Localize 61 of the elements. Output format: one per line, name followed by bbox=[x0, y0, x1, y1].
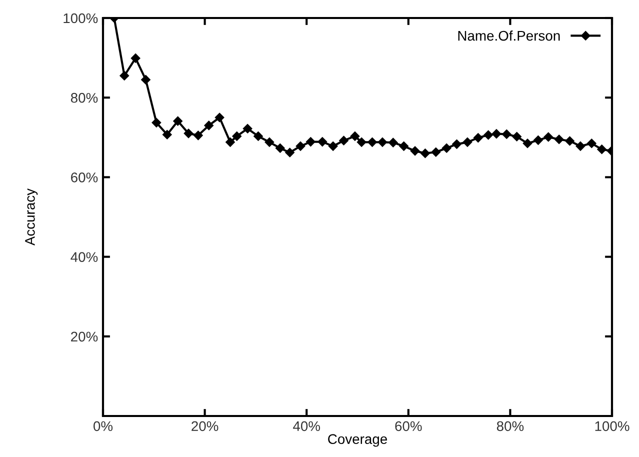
point bbox=[339, 136, 348, 146]
x-axis-title: Coverage bbox=[328, 434, 387, 447]
x-tick-label: 100% bbox=[595, 421, 630, 432]
point bbox=[410, 146, 420, 156]
point bbox=[194, 130, 203, 140]
point bbox=[204, 120, 214, 130]
point bbox=[452, 140, 462, 149]
y-tick-label: 60% bbox=[71, 172, 98, 182]
point bbox=[502, 130, 512, 139]
point bbox=[350, 132, 360, 141]
point bbox=[285, 148, 294, 158]
point bbox=[296, 142, 306, 151]
point bbox=[173, 116, 182, 126]
point bbox=[442, 144, 452, 153]
point bbox=[306, 137, 316, 146]
point bbox=[420, 148, 430, 158]
point bbox=[328, 142, 338, 151]
point bbox=[576, 142, 586, 151]
x-tick-label: 60% bbox=[395, 421, 422, 432]
point bbox=[152, 118, 162, 128]
y-tick-label: 100% bbox=[64, 13, 98, 24]
point bbox=[226, 138, 235, 147]
point bbox=[368, 138, 377, 147]
point bbox=[264, 138, 274, 147]
x-tick-label: 80% bbox=[496, 421, 524, 432]
point bbox=[462, 138, 472, 147]
point bbox=[474, 133, 483, 142]
x-tick-label: 20% bbox=[192, 421, 218, 432]
point bbox=[512, 132, 522, 142]
point bbox=[214, 112, 224, 122]
point bbox=[565, 136, 574, 146]
point bbox=[554, 134, 564, 144]
point bbox=[399, 142, 408, 151]
y-tick-label: 20% bbox=[71, 332, 98, 342]
point bbox=[587, 138, 596, 148]
point bbox=[232, 132, 242, 141]
x-tick-label: 0% bbox=[94, 421, 113, 432]
point bbox=[522, 138, 532, 148]
point bbox=[597, 144, 606, 154]
point bbox=[276, 144, 285, 153]
point bbox=[162, 130, 172, 140]
point bbox=[242, 124, 252, 134]
point bbox=[544, 132, 553, 142]
point bbox=[254, 132, 263, 141]
point bbox=[378, 138, 388, 147]
point bbox=[120, 71, 129, 80]
x-tick-label: 40% bbox=[293, 421, 320, 432]
point bbox=[431, 148, 441, 157]
point bbox=[184, 128, 194, 138]
y-tick-label: 80% bbox=[70, 92, 98, 103]
point bbox=[356, 138, 366, 147]
point bbox=[492, 129, 502, 138]
y-tick-label: 40% bbox=[70, 252, 98, 262]
y-axis-title: Accuracy bbox=[25, 188, 38, 246]
legend-label: Name.Of.Person bbox=[458, 30, 560, 41]
point bbox=[141, 75, 150, 84]
point bbox=[130, 54, 140, 63]
point bbox=[318, 137, 328, 146]
point bbox=[484, 130, 493, 140]
point bbox=[534, 136, 543, 145]
point bbox=[388, 138, 398, 148]
